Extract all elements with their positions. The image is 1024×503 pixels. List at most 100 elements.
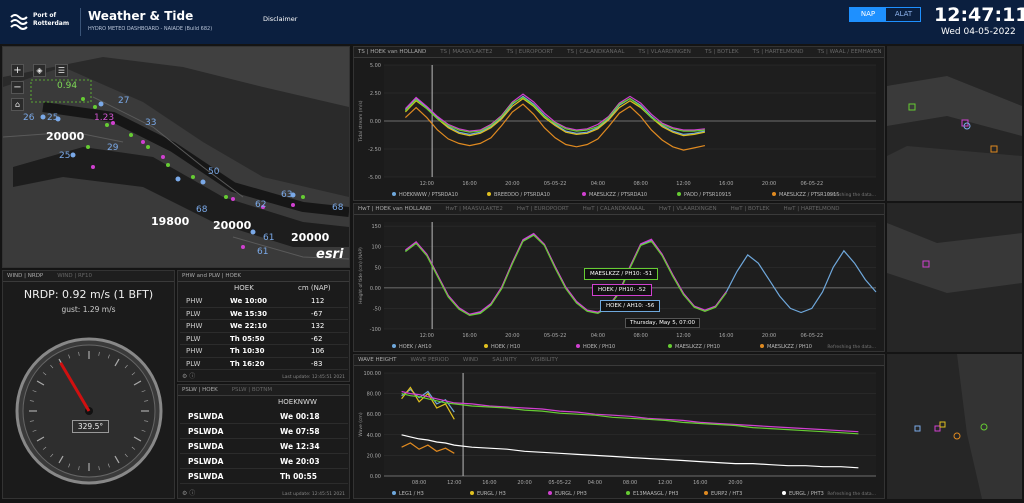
x-tick-label: 16:00 [719, 181, 733, 187]
pslw-row: PSLWDA Th 00:55 [180, 469, 348, 484]
chart-tab[interactable]: TS | HOEK van HOLLAND [358, 49, 427, 55]
y-tick-label: 60.00 [367, 412, 381, 418]
map-station-value[interactable]: 1.23 [94, 113, 115, 123]
legend-item[interactable]: MAESLKZZ / PH10 [675, 344, 720, 350]
chart-tab[interactable]: HwT | MAASVLAKTE2 [445, 206, 503, 212]
legend-item[interactable]: LEG1 / H3 [399, 491, 424, 497]
map-station-value[interactable]: 25 [59, 151, 71, 161]
legend-item[interactable]: HOEK / PH10 [583, 344, 615, 350]
pslw-time: We 12:34 [280, 442, 320, 451]
chart-tab[interactable]: TS | WAAL / EEMHAVEN [817, 49, 882, 55]
hwlw-settings-icon[interactable]: ⚙ ⓘ [182, 373, 196, 380]
legend-item[interactable]: BREEDDO / PTSRDA10 [494, 192, 550, 198]
x-tick-label: 06-05-22 [800, 181, 823, 187]
map-station-value[interactable]: 25 [47, 113, 59, 123]
hwlw-row: PLW Th 16:20 -83 [180, 358, 348, 370]
pslw-settings-icon[interactable]: ⚙ ⓘ [182, 490, 196, 497]
home-icon[interactable]: ⌂ [11, 98, 24, 111]
chart-tab[interactable]: TS | HARTELMOND [752, 49, 804, 55]
map-station-value[interactable]: 61 [257, 247, 269, 257]
hwlw-value: -83 [311, 359, 323, 368]
chart-tab[interactable]: TS | BOTLEK [704, 49, 739, 55]
map-vessel-label[interactable]: 20000 [46, 130, 85, 143]
toggle-nap[interactable]: NAP [850, 8, 886, 21]
map-station-value[interactable]: 29 [107, 143, 119, 153]
chart-tab[interactable]: TS | VLAARDINGEN [638, 49, 691, 55]
legend-marker [392, 491, 396, 495]
wave-chart[interactable]: 100.00 80.00 60.00 40.00 20.00 0.00 08:00 12:00… [354, 367, 884, 498]
hwt-tooltip-date: Thursday, May 5, 07:00 [625, 318, 701, 328]
map-station-value[interactable]: 33 [145, 118, 157, 128]
chart-tab[interactable]: WAVE HEIGHT [358, 357, 397, 363]
legend-item[interactable]: HOEKNWW / PTSRDA10 [399, 192, 458, 198]
map-station-value[interactable]: 68 [332, 203, 344, 213]
legend-item[interactable]: EURGL / PH3 [555, 491, 587, 497]
legend-item[interactable]: EURP2 / HT3 [711, 491, 742, 497]
legend-item[interactable]: EURGL / PHT3 [789, 491, 824, 497]
chart-tab[interactable]: TS | MAASVLAKTE2 [440, 49, 493, 55]
map-station-value[interactable]: 61 [263, 233, 275, 243]
toggle-alat[interactable]: ALAT [894, 10, 913, 18]
legend-item[interactable]: MAESLKZZ / PH10 [767, 344, 812, 350]
series-line [401, 393, 859, 435]
port-map[interactable]: 0.94 27 26 25 1.23 33 20000 29 25 50 68 19800 20000 6… [3, 47, 349, 267]
ts-chart[interactable]: 5.00 2.50 0.00 -2.50 -5.00 12:00 16:00 20:00 05-… [354, 59, 884, 199]
pslw-time: We 20:03 [280, 457, 320, 466]
disclaimer-link[interactable]: Disclaimer [263, 15, 298, 23]
wave-minimap [887, 354, 1022, 499]
wind-gust: gust: 1.29 m/s [61, 305, 116, 314]
layers-icon[interactable]: ◈ [33, 64, 46, 77]
pslw-type: PSLWDA [188, 472, 224, 481]
map-basemap [3, 47, 349, 267]
map-station-value[interactable]: 0.94 [57, 81, 78, 91]
hwlw-time: Th 10:30 [230, 347, 265, 355]
chart-tab[interactable]: SALINITY [492, 357, 517, 363]
chart-tab[interactable]: HwT | VLAARDINGEN [659, 206, 717, 212]
list-icon[interactable]: ☰ [55, 64, 68, 77]
clock: 12:47:11 [934, 4, 1024, 26]
wind-compass [15, 337, 163, 485]
map-station-value[interactable]: 62 [255, 200, 267, 210]
zoom-in-button[interactable]: + [11, 64, 24, 77]
legend-marker [582, 192, 586, 196]
map-station-value[interactable]: 50 [208, 167, 220, 177]
tab-pslw-botnm[interactable]: PSLW | BOTNM [231, 387, 273, 393]
tab-wind-rf10[interactable]: WIND | RF10 [57, 273, 92, 279]
x-tick-label: 12:00 [447, 480, 461, 486]
legend-item[interactable]: PADD / PTSR10915 [684, 192, 731, 198]
tab-pslw-hoek[interactable]: PSLW | HOEK [182, 387, 218, 393]
chart-tab[interactable]: HwT | BOTLEK [730, 206, 770, 212]
port-logo-icon [9, 11, 29, 31]
logo-text-line1: Port of [33, 12, 57, 19]
chart-tab[interactable]: TS | CALANDKANAAL [567, 49, 625, 55]
legend-item[interactable]: MAESLKZZ / PTSR10915 [779, 192, 839, 198]
chart-tab[interactable]: HwT | CALANDKANAAL [582, 206, 645, 212]
map-station-value[interactable]: 26 [23, 113, 35, 123]
chart-tab[interactable]: WAVE PERIOD [410, 357, 449, 363]
hwlw-value: 112 [311, 297, 325, 305]
legend-marker [487, 192, 491, 196]
series-line [401, 386, 455, 420]
map-vessel-label[interactable]: 19800 [151, 215, 190, 228]
chart-tab[interactable]: HwT | EUROPOORT [516, 206, 569, 212]
map-station-value[interactable]: 63 [281, 190, 293, 200]
chart-tab[interactable]: WIND [462, 357, 479, 363]
x-tick-label: 08:00 [412, 480, 426, 486]
tab-wind-nrdp[interactable]: WIND | NRDP [7, 273, 44, 279]
map-station-value[interactable]: 68 [196, 205, 208, 215]
legend-item[interactable]: HOEK / H10 [491, 344, 520, 350]
wave-tabs: WAVE HEIGHT WAVE PERIOD WIND SALINITY VISIBI… [354, 355, 884, 366]
legend-item[interactable]: HOEK / AH10 [399, 344, 432, 350]
legend-item[interactable]: E13MAASGL / PH3 [633, 491, 678, 497]
legend-item[interactable]: EURGL / H3 [477, 491, 506, 497]
chart-tab[interactable]: HwT | HARTELMOND [783, 206, 840, 212]
chart-tab[interactable]: TS | EUROPOORT [506, 49, 554, 55]
pslw-panel: PSLW | HOEK PSLW | BOTNM HOEKNWW PSLWDA We… [177, 384, 350, 499]
chart-tab[interactable]: VISIBILITY [530, 357, 559, 363]
chart-tab[interactable]: HwT | HOEK van HOLLAND [358, 206, 432, 212]
map-vessel-label[interactable]: 20000 [291, 231, 330, 244]
legend-item[interactable]: MAESLKZZ / PTSRDA10 [589, 192, 647, 198]
map-station-value[interactable]: 27 [118, 96, 130, 106]
zoom-out-button[interactable]: − [11, 81, 24, 94]
map-vessel-label[interactable]: 20000 [213, 219, 252, 232]
